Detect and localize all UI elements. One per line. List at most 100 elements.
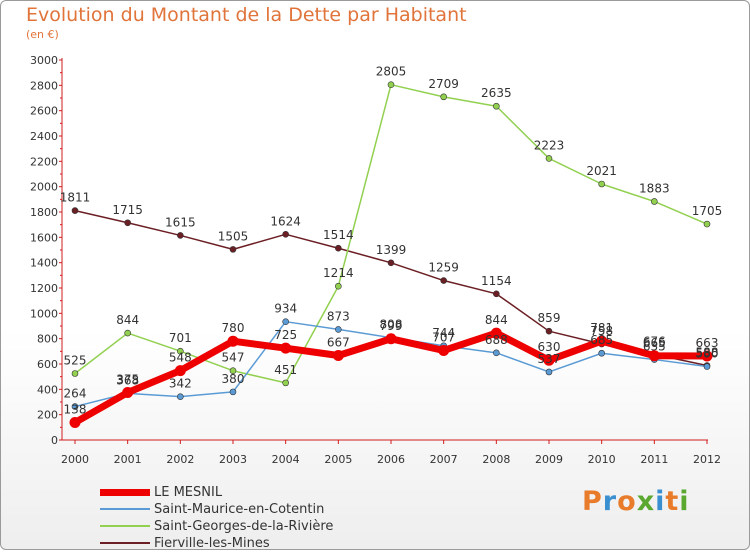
data-label: 667	[327, 336, 350, 350]
data-label: 1514	[323, 228, 354, 242]
data-point	[332, 350, 344, 362]
data-point	[177, 232, 184, 239]
data-label: 780	[222, 321, 245, 335]
x-tick-label: 2008	[482, 453, 510, 466]
data-label: 1715	[112, 203, 143, 217]
data-point	[387, 81, 395, 88]
y-tick-label: 400	[37, 383, 58, 396]
legend-label: Saint-Maurice-en-Cotentin	[154, 502, 325, 517]
data-point	[440, 93, 447, 101]
data-label: 707	[432, 330, 455, 344]
data-label: 264	[64, 387, 87, 401]
y-tick-label: 0	[51, 434, 58, 447]
x-tick-label: 2000	[61, 453, 89, 466]
data-point	[701, 350, 713, 362]
data-point	[229, 367, 237, 375]
data-label: 2021	[586, 164, 617, 178]
data-point	[596, 335, 608, 347]
data-label: 1615	[165, 215, 196, 229]
data-point	[545, 327, 553, 335]
data-label: 342	[169, 377, 192, 391]
data-label: 859	[538, 311, 561, 325]
data-point	[543, 354, 555, 366]
data-label: 547	[222, 351, 245, 365]
y-tick-label: 1600	[30, 231, 58, 244]
x-tick-label: 2012	[693, 453, 721, 466]
data-label: 676	[643, 334, 666, 348]
data-label: 808	[380, 318, 403, 332]
data-label: 525	[64, 354, 87, 368]
data-point	[493, 102, 500, 110]
data-point	[282, 230, 289, 238]
data-label: 1624	[270, 214, 301, 228]
y-tick-label: 3000	[30, 54, 58, 67]
data-point	[703, 363, 711, 370]
data-point	[71, 370, 79, 377]
data-point	[71, 403, 79, 410]
data-point	[177, 347, 184, 355]
data-label: 799	[380, 319, 403, 333]
data-label: 663	[696, 336, 719, 350]
x-tick-label: 2003	[219, 453, 247, 466]
proxiti-logo: Proxiti	[582, 486, 690, 517]
data-label: 701	[169, 331, 192, 345]
data-point	[490, 327, 502, 339]
data-label: 685	[590, 333, 613, 347]
data-label: 688	[485, 333, 508, 347]
legend-swatch	[100, 488, 150, 496]
data-point	[122, 387, 134, 398]
x-tick-label: 2010	[588, 453, 616, 466]
chart-title: Evolution du Montant de la Dette par Hab…	[26, 4, 467, 26]
y-tick-label: 2000	[30, 181, 58, 194]
data-label: 368	[116, 373, 139, 387]
y-tick-label: 2400	[30, 130, 58, 143]
data-label: 758	[590, 324, 613, 338]
logo-letter: P	[582, 486, 603, 517]
legend-swatch	[100, 542, 150, 544]
data-point	[438, 344, 450, 356]
data-label: 873	[327, 309, 350, 323]
y-tick-label: 1000	[30, 307, 58, 320]
data-label: 1214	[323, 266, 354, 280]
data-label: 934	[274, 302, 297, 316]
y-tick-label: 800	[37, 333, 58, 346]
data-label: 1883	[639, 181, 670, 195]
data-label: 580	[696, 347, 719, 361]
x-tick-label: 2009	[535, 453, 563, 466]
data-label: 1154	[481, 274, 512, 288]
data-point	[282, 379, 289, 387]
data-label: 1811	[60, 191, 91, 205]
data-label: 537	[538, 352, 561, 366]
data-label: 380	[222, 372, 245, 386]
data-label: 1399	[376, 243, 407, 257]
data-label: 665	[643, 336, 666, 350]
data-label: 1259	[428, 261, 459, 275]
data-point	[335, 326, 342, 333]
data-label: 844	[116, 313, 139, 327]
data-label: 2635	[481, 86, 512, 100]
data-label: 588	[696, 346, 719, 360]
data-point	[385, 333, 397, 345]
y-tick-label: 600	[37, 358, 58, 371]
data-label: 635	[643, 340, 666, 354]
data-point	[69, 417, 81, 429]
data-label: 1705	[692, 204, 723, 218]
data-point	[229, 246, 237, 253]
legend-label: LE MESNIL	[154, 485, 223, 500]
y-tick-label: 1400	[30, 257, 58, 270]
data-point	[493, 349, 500, 357]
data-point	[545, 368, 553, 376]
data-point	[493, 290, 500, 298]
y-tick-label: 2600	[30, 105, 58, 118]
data-label: 1505	[218, 229, 249, 243]
data-point	[124, 329, 131, 337]
logo-letter: t	[665, 486, 680, 517]
data-point	[280, 342, 292, 354]
data-label: 2223	[534, 138, 565, 152]
data-label: 630	[538, 340, 561, 354]
y-tick-label: 1800	[30, 206, 58, 219]
data-point	[229, 388, 237, 396]
x-tick-label: 2004	[272, 453, 300, 466]
y-tick-label: 2200	[30, 155, 58, 168]
